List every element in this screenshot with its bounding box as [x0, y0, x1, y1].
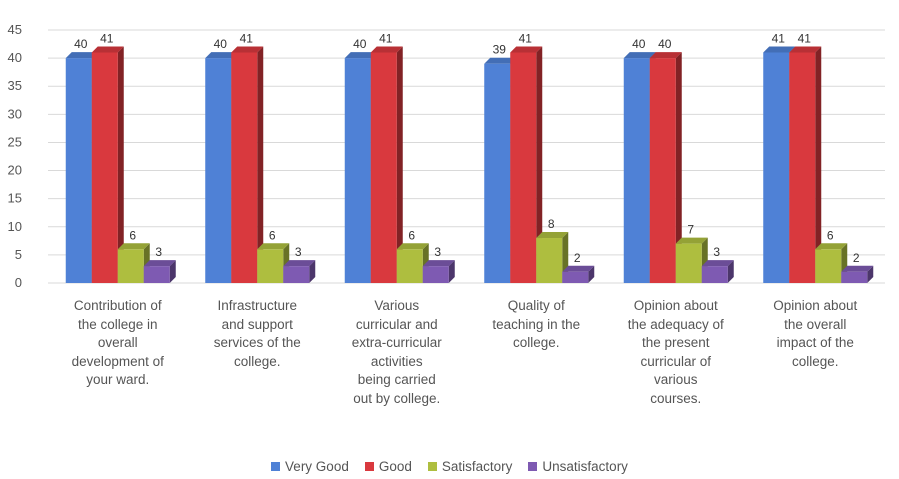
data-label: 6 [269, 228, 276, 242]
bar [649, 52, 682, 283]
x-category-label: Quality of teaching in the college. [492, 298, 581, 350]
y-axis: 0 5 10 15 20 25 30 35 40 45 [8, 22, 22, 290]
legend-swatch-very-good [271, 462, 281, 471]
data-label: 6 [408, 228, 415, 242]
data-label: 40 [214, 37, 228, 51]
data-label: 39 [493, 43, 507, 57]
legend-item-satisfactory: Satisfactory [427, 459, 513, 474]
data-label: 8 [548, 217, 555, 231]
bar [143, 260, 176, 283]
data-label: 6 [129, 228, 136, 242]
y-tick-label: 40 [8, 50, 22, 65]
bar [510, 46, 543, 283]
data-label: 40 [658, 37, 672, 51]
bar [231, 46, 264, 283]
bar [815, 243, 848, 283]
data-label: 41 [519, 31, 533, 45]
data-label: 41 [798, 31, 812, 45]
bar [562, 265, 595, 283]
data-label: 2 [853, 251, 860, 265]
x-category-label: Contribution of the college in overall deve… [71, 298, 164, 387]
bar [841, 265, 874, 283]
data-label: 3 [295, 245, 302, 259]
bar [536, 232, 569, 283]
bar-series [65, 46, 874, 283]
x-category-label: Opinion about the adequacy of the present c… [627, 298, 724, 406]
legend-label: Satisfactory [441, 459, 513, 474]
y-tick-label: 0 [15, 275, 22, 290]
data-label: 40 [353, 37, 367, 51]
data-label: 40 [632, 37, 646, 51]
legend-item-very-good: Very Good [271, 459, 349, 474]
data-labels: 40 41 6 3 40 41 6 3 40 41 6 3 39 41 8 2 40 40 7 3 41 41 6 2 [74, 31, 860, 264]
y-tick-label: 10 [8, 219, 22, 234]
y-tick-label: 25 [8, 134, 22, 149]
bar [370, 46, 403, 283]
y-tick-label: 20 [8, 163, 22, 178]
x-category-label: Various curricular and extra-curricular act… [351, 298, 442, 406]
x-category-label: Infrastructure and support services of the… [213, 298, 301, 369]
gridlines [48, 29, 885, 284]
y-tick-label: 35 [8, 78, 22, 93]
data-label: 40 [74, 37, 88, 51]
legend-swatch-good [364, 462, 374, 471]
bar [422, 260, 455, 283]
bar [789, 46, 822, 283]
bar [701, 260, 734, 283]
data-label: 41 [240, 31, 254, 45]
legend-swatch-unsatisfactory [528, 462, 538, 471]
data-label: 41 [100, 31, 114, 45]
bar [91, 46, 124, 283]
data-label: 41 [379, 31, 393, 45]
y-tick-label: 5 [15, 247, 22, 262]
bar [396, 243, 429, 283]
bar [283, 260, 316, 283]
data-label: 3 [434, 245, 441, 259]
y-tick-label: 15 [8, 191, 22, 206]
legend-label: Very Good [285, 459, 349, 474]
x-category-label: Opinion about the overall impact of the col… [773, 298, 858, 369]
data-label: 3 [713, 245, 720, 259]
legend: Very Good Good Satisfactory Unsatisfacto… [0, 459, 899, 474]
data-label: 6 [827, 228, 834, 242]
data-label: 7 [687, 223, 694, 237]
legend-label: Unsatisfactory [542, 459, 628, 474]
data-label: 41 [772, 31, 786, 45]
legend-item-unsatisfactory: Unsatisfactory [528, 459, 628, 474]
legend-label: Good [378, 459, 412, 474]
data-label: 3 [155, 245, 162, 259]
data-label: 2 [574, 251, 581, 265]
legend-item-good: Good [364, 459, 412, 474]
y-tick-label: 45 [8, 22, 22, 37]
y-tick-label: 30 [8, 106, 22, 121]
legend-swatch-satisfactory [427, 462, 437, 471]
